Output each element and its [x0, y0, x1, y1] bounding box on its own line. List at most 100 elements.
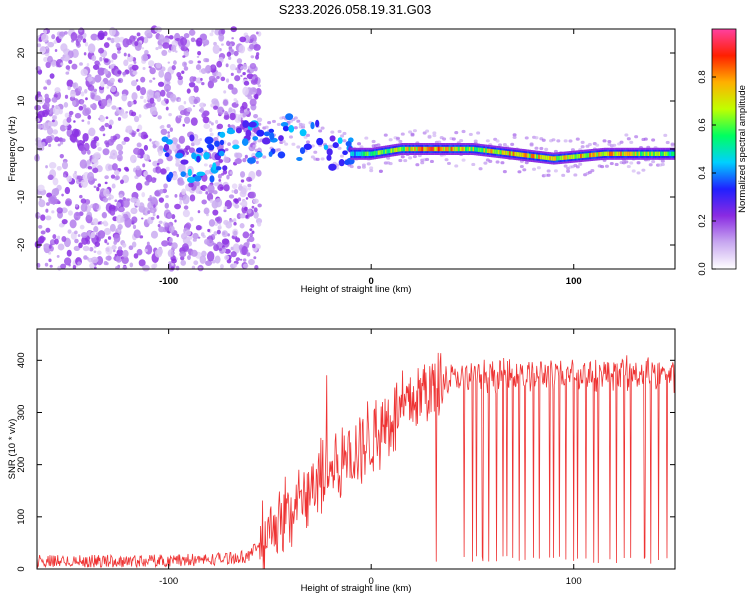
- blob: [245, 129, 252, 138]
- speckle: [61, 138, 66, 143]
- ridge-core: [452, 146, 455, 152]
- speckle: [86, 149, 91, 155]
- ridge-core: [477, 147, 480, 152]
- speckle: [229, 219, 234, 223]
- cb-tick-label: 0.0: [697, 262, 708, 275]
- speckle: [247, 183, 252, 188]
- speckle: [236, 58, 243, 64]
- speckle: [52, 234, 57, 240]
- speckle: [235, 67, 239, 71]
- speckle: [229, 171, 233, 175]
- ridge-core: [494, 149, 497, 154]
- speckle: [192, 232, 199, 240]
- halo: [388, 138, 393, 142]
- speckle: [60, 62, 64, 66]
- speckle: [102, 148, 110, 156]
- speckle: [143, 99, 147, 103]
- speckle: [39, 46, 46, 55]
- speckle: [118, 107, 122, 110]
- speckle: [111, 183, 116, 189]
- halo: [305, 133, 310, 137]
- speckle: [131, 111, 137, 117]
- speckle: [249, 87, 257, 95]
- speckle: [133, 147, 141, 155]
- speckle: [77, 261, 82, 266]
- ridge-core: [507, 150, 510, 156]
- speckle: [201, 250, 207, 257]
- ridge-core: [632, 151, 635, 156]
- ridge-core: [649, 151, 652, 156]
- speckle: [79, 62, 83, 66]
- speckle: [242, 263, 249, 269]
- ridge-core: [446, 146, 449, 152]
- speckle: [185, 222, 192, 229]
- ridge-core: [570, 154, 573, 160]
- speckle: [163, 83, 172, 92]
- halo: [461, 129, 466, 134]
- speckle: [143, 170, 149, 176]
- snr-axes: -100 0 100 0 100 200 300 400: [16, 329, 675, 587]
- speckle: [151, 177, 157, 184]
- speckle: [257, 221, 262, 227]
- speckle: [173, 60, 177, 65]
- ridge-core: [437, 146, 440, 152]
- halo: [524, 136, 529, 140]
- blob: [242, 120, 250, 128]
- speckle: [147, 197, 152, 202]
- speckle: [246, 238, 250, 243]
- speckle: [105, 246, 113, 255]
- speckle: [64, 186, 71, 195]
- halo: [578, 162, 583, 166]
- speckle: [186, 107, 193, 113]
- ridge-core: [510, 151, 513, 156]
- speckle: [74, 238, 79, 244]
- speckle: [163, 183, 168, 189]
- ridge-core: [641, 151, 644, 156]
- halo: [573, 173, 578, 177]
- halo: [612, 143, 617, 147]
- halo: [546, 173, 551, 177]
- speckle: [164, 202, 169, 209]
- ridge-core: [499, 150, 502, 155]
- speckle: [171, 65, 176, 71]
- speckle: [81, 231, 88, 239]
- speckle: [92, 64, 100, 70]
- ridge-core: [631, 151, 634, 156]
- speckle: [93, 226, 99, 233]
- speckle: [122, 242, 127, 248]
- speckle: [119, 206, 124, 212]
- speckle: [66, 249, 72, 257]
- halo: [651, 160, 656, 164]
- speckle: [251, 76, 256, 80]
- speckle: [204, 68, 207, 72]
- speckle: [167, 213, 172, 219]
- speckle: [146, 241, 150, 246]
- speckle: [197, 210, 201, 214]
- speckle: [188, 29, 196, 36]
- speckle: [54, 87, 61, 94]
- speckle: [133, 253, 139, 259]
- ridge-core: [476, 147, 479, 152]
- speckle: [61, 218, 68, 225]
- speckle: [110, 174, 116, 179]
- speckle: [62, 174, 67, 178]
- halo: [284, 142, 289, 146]
- speckle: [41, 141, 46, 147]
- speckle: [185, 230, 192, 236]
- speckle: [108, 119, 114, 126]
- speckle: [250, 55, 255, 59]
- speckle: [87, 115, 92, 120]
- speckle: [136, 32, 141, 37]
- speckle: [232, 139, 239, 146]
- speckle: [147, 210, 151, 215]
- blob: [161, 136, 169, 143]
- ridge-core: [640, 151, 643, 156]
- speckle: [95, 142, 100, 147]
- speckle: [251, 205, 255, 209]
- speckle: [207, 184, 215, 194]
- halo: [398, 158, 403, 163]
- speckle: [47, 55, 53, 63]
- ridge-core: [603, 151, 606, 156]
- ridge-core: [479, 147, 482, 153]
- speckle: [71, 63, 78, 70]
